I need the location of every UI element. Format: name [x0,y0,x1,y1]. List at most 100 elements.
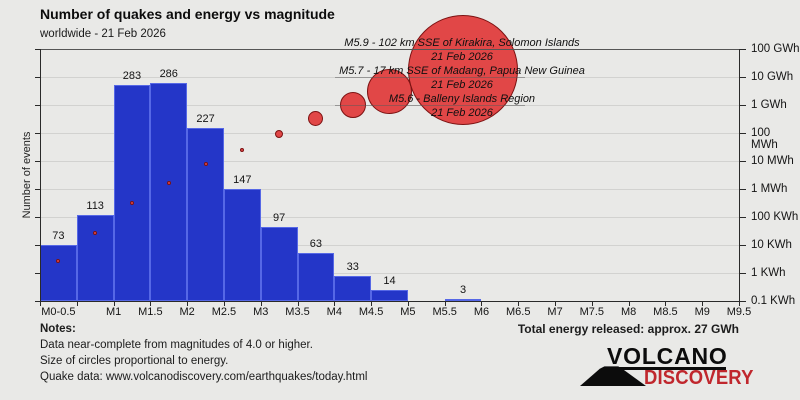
grid-line [40,273,739,274]
bar [40,245,77,301]
bar [223,188,261,301]
bar-value-label: 73 [52,230,65,243]
energy-axis-label: 100 GWh [751,43,800,55]
x-axis-tick [665,301,667,306]
quake-annotations: M5.9 - 102 km SSE of Kirakira, Solomon I… [232,36,692,120]
energy-axis-tick [739,189,746,190]
x-axis-label: M5.5 [432,306,457,318]
grid-line-overlay [335,77,525,78]
count-axis-tick [35,189,40,190]
x-axis-tick [481,301,483,306]
bar [334,275,372,301]
count-axis-tick [35,273,40,274]
plot-top-border [40,49,739,50]
energy-circle [240,148,245,153]
bar [297,252,335,301]
count-axis-tick [35,217,40,218]
x-axis-label: M1 [105,306,122,318]
energy-axis-tick [739,49,746,50]
energy-axis-label: 100 KWh [751,211,799,223]
x-axis-tick [187,301,189,306]
energy-circle [275,129,284,138]
count-axis-tick [35,245,40,246]
x-axis-tick [555,301,557,306]
x-axis-tick [371,301,373,306]
x-axis-tick [113,301,115,306]
x-axis-tick [407,301,409,306]
x-axis-tick [444,301,446,306]
notes-block: Notes: Data near-complete from magnitude… [40,321,368,385]
quake-annotation-text: M5.9 - 102 km SSE of Kirakira, Solomon I… [344,37,580,49]
energy-axis-label: 10 MWh [751,155,794,167]
energy-axis-label: 1 GWh [751,99,787,111]
quake-annotation-date: 21 Feb 2026 [431,79,493,91]
x-axis-tick [40,301,41,306]
energy-axis-tick [739,217,746,218]
count-axis-tick [35,105,40,106]
bar-value-label: 97 [273,212,286,225]
y-axis-line-right [739,49,740,301]
x-axis-label: M3 [253,306,269,318]
x-axis-label: M4.5 [358,306,384,318]
energy-axis-label: 100 MWh [751,127,778,151]
energy-axis-label: 10 KWh [751,239,792,251]
energy-axis-tick [739,161,746,162]
x-axis-label: M6 [473,306,490,318]
x-axis-tick [223,301,225,306]
x-axis-tick [702,301,704,306]
energy-axis-tick [739,133,746,134]
x-axis-tick [297,301,299,306]
page-title: Number of quakes and energy vs magnitude [40,6,335,22]
grid-line [40,161,739,162]
count-axis-tick [35,301,40,302]
grid-line [40,217,739,218]
x-axis-label: M3.5 [285,306,310,318]
energy-circle [129,200,134,205]
x-axis-tick [260,301,262,306]
x-axis-label: M6.5 [506,306,531,318]
x-axis-label: M8.5 [653,306,678,318]
energy-axis-label: 10 GWh [751,71,794,83]
energy-axis-label: 1 KWh [751,267,786,279]
x-axis-tick [739,301,740,306]
bar-value-label: 3 [460,283,467,296]
count-axis-tick [35,133,40,134]
count-axis-tick [35,49,40,50]
bar [260,227,298,301]
bar [113,85,151,301]
bar [76,214,114,301]
bar-value-label: 113 [86,199,104,212]
grid-line [40,189,739,190]
energy-axis-tick [739,273,746,274]
x-axis-label: M7 [547,306,563,318]
quake-annotation-text: M5.7 - 17 km SSE of Madang, Papua New Gu… [339,65,585,77]
grid-line [40,133,739,134]
x-axis-label: M2.5 [211,306,237,318]
x-axis-label: M9 [694,306,710,318]
bar-value-label: 286 [159,68,178,80]
x-axis-label: M4 [326,306,342,318]
energy-axis-tick [739,105,746,106]
quake-annotation-date: 21 Feb 2026 [431,107,493,119]
notes-line: Size of circles proportional to energy. [40,355,229,367]
notes-line: Data near-complete from magnitudes of 4.… [40,339,313,351]
total-energy-label: Total energy released: approx. 27 GWh [517,322,739,336]
bar [187,127,224,301]
notes-title: Notes: [40,323,76,335]
energy-circle [203,161,208,166]
x-axis-tick [150,301,152,306]
logo-word-discovery: DISCOVERY [644,366,754,389]
energy-axis-tick [739,301,746,302]
x-axis-label: M8 [620,306,637,318]
bar-value-label: 14 [383,275,396,288]
page-subtitle: worldwide - 21 Feb 2026 [40,28,166,40]
energy-circle [407,14,519,125]
bar [444,298,482,301]
x-axis-tick [334,301,336,306]
energy-axis-label: 1 MWh [751,183,788,195]
bar-value-label: 147 [233,173,252,186]
x-axis-tick [518,301,520,306]
grid-line [40,245,739,246]
count-axis-tick [35,161,40,162]
